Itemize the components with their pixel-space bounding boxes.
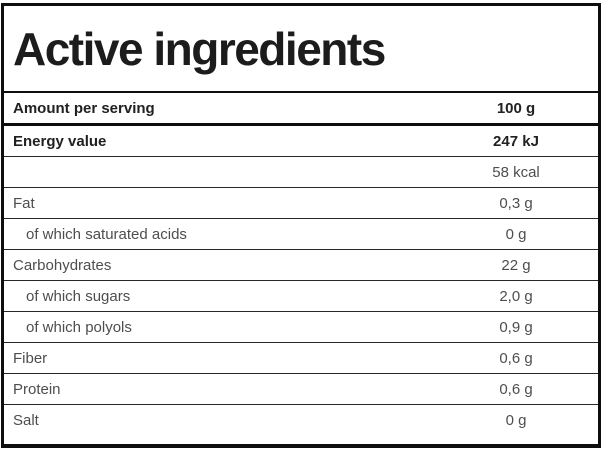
row-label: Fiber (13, 349, 48, 367)
row-label: Protein (13, 380, 61, 398)
row-carbohydrates: Carbohydrates 22 g (4, 250, 598, 281)
row-salt: Salt 0 g (4, 405, 598, 436)
row-energy-value-kcal: 58 kcal (4, 157, 598, 188)
row-value: 0,9 g (499, 318, 533, 336)
row-value: 0 g (505, 225, 527, 243)
row-label: Amount per serving (13, 99, 155, 117)
table-title-bar: Active ingredients (4, 6, 598, 93)
row-label: of which saturated acids (26, 225, 187, 243)
table-title: Active ingredients (13, 22, 386, 75)
row-value: 100 g (496, 99, 536, 117)
row-amount-per-serving: Amount per serving 100 g (4, 93, 598, 126)
row-energy-value-kj: Energy value 247 kJ (4, 126, 598, 157)
row-label: Salt (13, 412, 39, 429)
row-value: 22 g (501, 256, 531, 274)
row-label: Carbohydrates (13, 256, 112, 274)
row-label: Fat (13, 194, 35, 212)
row-value: 0,6 g (499, 349, 533, 367)
row-value: 0,3 g (499, 194, 533, 212)
row-value: 0,6 g (499, 380, 533, 398)
row-sugars: of which sugars 2,0 g (4, 281, 598, 312)
nutrition-facts-table: Active ingredients Amount per serving 10… (1, 3, 601, 448)
row-fiber: Fiber 0,6 g (4, 343, 598, 374)
row-polyols: of which polyols 0,9 g (4, 312, 598, 343)
row-value: 247 kJ (493, 132, 539, 150)
row-label: of which polyols (26, 318, 132, 336)
row-saturated-acids: of which saturated acids 0 g (4, 219, 598, 250)
row-value: 0 g (505, 412, 527, 429)
row-value: 2,0 g (499, 287, 533, 305)
row-label: of which sugars (26, 287, 131, 305)
row-label: Energy value (13, 132, 107, 150)
row-fat: Fat 0,3 g (4, 188, 598, 219)
row-protein: Protein 0,6 g (4, 374, 598, 405)
row-value: 58 kcal (492, 163, 540, 181)
nutrition-rows: Amount per serving 100 g Energy value 24… (4, 93, 598, 436)
